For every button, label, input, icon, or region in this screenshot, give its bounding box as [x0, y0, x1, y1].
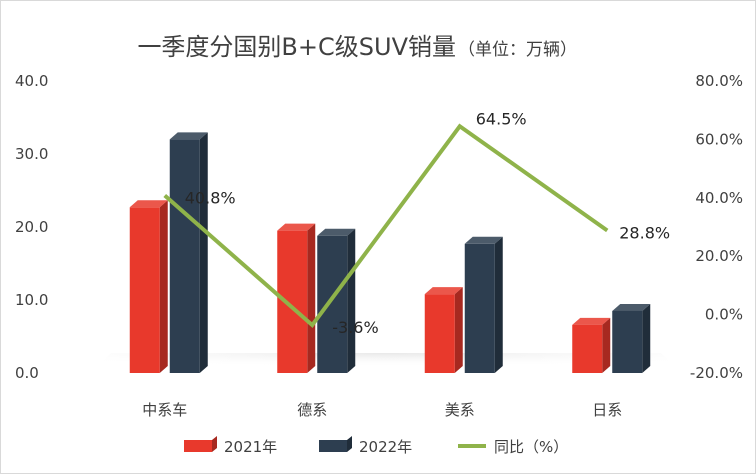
legend-swatch-side	[212, 436, 217, 452]
bar-side	[454, 287, 463, 373]
bar-top	[424, 287, 463, 295]
bar	[317, 235, 348, 373]
bar	[424, 294, 455, 373]
left-axis: 0.0 10.0 20.0 30.0 40.0	[15, 72, 48, 382]
data-label: 28.8%	[619, 224, 670, 243]
chart-floor	[91, 353, 681, 373]
category-label: 美系	[445, 401, 475, 419]
legend-swatch	[319, 440, 347, 452]
legend-swatch	[184, 440, 212, 452]
right-tick-label: 60.0%	[695, 130, 743, 148]
bar-top	[572, 317, 611, 325]
bar-top	[317, 228, 356, 236]
bar-top	[277, 223, 316, 231]
bar	[572, 324, 603, 373]
bar-series	[129, 132, 651, 373]
line-series	[163, 123, 609, 329]
legend-swatch-side	[347, 436, 352, 452]
bar	[612, 310, 643, 373]
chart-title: 一季度分国别B+C级SUV销量	[137, 33, 456, 61]
bar-top	[129, 200, 168, 208]
left-tick-label: 20.0	[15, 218, 48, 236]
bar	[169, 139, 200, 373]
left-tick-label: 0.0	[15, 364, 39, 382]
left-tick-label: 10.0	[15, 291, 48, 309]
legend-label: 2022年	[359, 438, 412, 456]
category-label: 德系	[297, 401, 327, 419]
bar-side	[199, 132, 208, 373]
right-tick-label: 0.0%	[705, 306, 743, 324]
bar-side	[159, 200, 168, 373]
data-label: 64.5%	[476, 109, 527, 128]
bar-side	[347, 228, 356, 373]
data-label: 40.8%	[185, 188, 236, 207]
right-tick-label: -20.0%	[690, 364, 743, 382]
bar	[464, 243, 495, 373]
legend-label: 2021年	[224, 438, 277, 456]
left-tick-label: 40.0	[15, 72, 48, 90]
chart-title-unit: （单位：万辆）	[458, 40, 577, 60]
bar-side	[494, 236, 503, 373]
right-tick-label: 40.0%	[695, 189, 743, 207]
bar-side	[307, 223, 316, 373]
right-axis: -20.0% 0.0% 20.0% 40.0% 60.0% 80.0%	[690, 72, 743, 382]
bar-side	[642, 303, 651, 373]
bar	[129, 207, 160, 373]
left-tick-label: 30.0	[15, 145, 48, 163]
legend-label: 同比（%）	[494, 438, 568, 456]
right-tick-label: 80.0%	[695, 72, 743, 90]
yoy-line	[163, 123, 609, 329]
legend: 2021年 2022年 同比（%）	[184, 436, 568, 456]
bar-top	[169, 132, 208, 140]
bar-top	[464, 236, 503, 244]
category-label: 中系车	[142, 401, 187, 419]
data-labels: 40.8% -3.6% 64.5% 28.8%	[185, 109, 670, 337]
category-axis: 中系车 德系 美系 日系	[142, 401, 622, 419]
right-tick-label: 20.0%	[695, 247, 743, 265]
category-label: 日系	[592, 401, 622, 419]
bar	[277, 230, 308, 373]
data-label: -3.6%	[332, 318, 378, 337]
bar-top	[612, 303, 651, 311]
bar-side	[602, 317, 611, 373]
